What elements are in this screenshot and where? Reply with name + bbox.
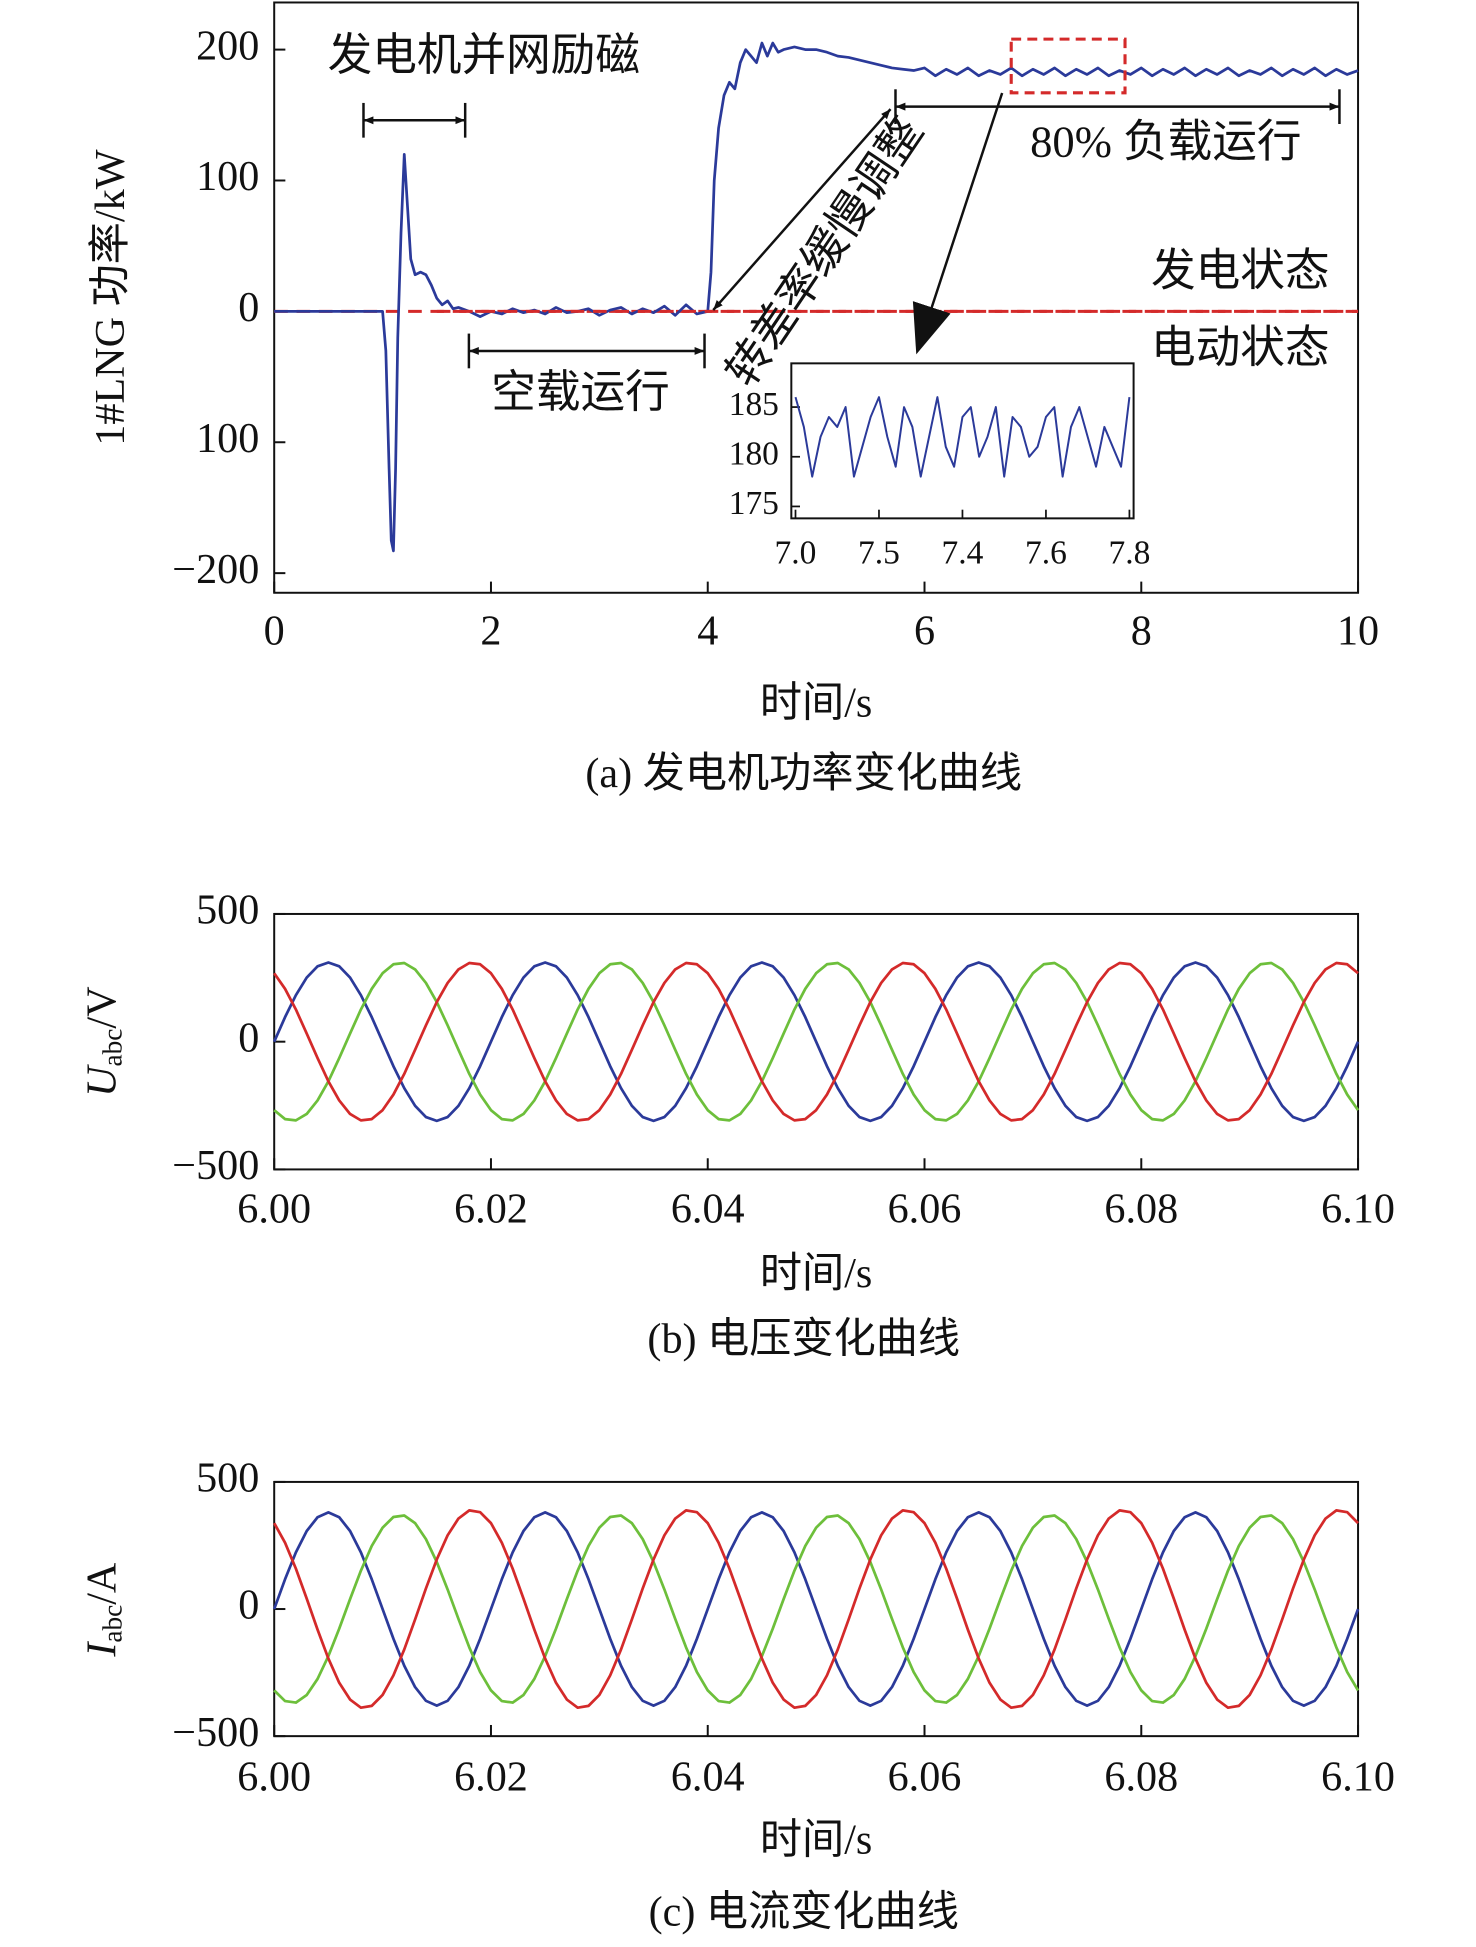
y-tick-label: 500 <box>196 1455 259 1502</box>
y-axis-subscript: abc <box>98 1029 128 1067</box>
y-axis-label: Uabc/V <box>78 986 128 1096</box>
inset-x-tick-label: 7.4 <box>942 534 984 571</box>
y-tick-label: 0 <box>238 1014 259 1061</box>
inset-x-tick-label: 7.0 <box>775 534 817 571</box>
inset-y-tick-label: 185 <box>729 386 779 423</box>
y-tick-label: 100 <box>196 153 259 200</box>
x-axis-label: 时间/s <box>760 1817 872 1864</box>
x-tick-label: 6.10 <box>1321 1185 1395 1232</box>
x-tick-label: 6.02 <box>454 1753 528 1800</box>
y-axis-label: 1#LNG 功率/kW <box>87 149 134 445</box>
y-tick-label: 500 <box>196 887 259 934</box>
annotation: 发电机并网励磁 <box>328 30 640 80</box>
y-tick-label: 200 <box>196 22 259 69</box>
inset-x-tick-label: 7.8 <box>1108 534 1150 571</box>
y-tick-label: −200 <box>172 546 259 593</box>
y-tick-label: 0 <box>238 1582 259 1629</box>
inset-y-tick-label: 175 <box>729 485 779 522</box>
caption: (c) 电流变化曲线 <box>649 1889 959 1936</box>
y-tick-label: 0 <box>238 284 259 331</box>
annotation-arrow <box>712 108 892 311</box>
inset-x-tick-label: 7.6 <box>1025 534 1067 571</box>
annotation: 电动状态 <box>1151 322 1330 372</box>
x-tick-label: 6.10 <box>1321 1753 1395 1800</box>
x-tick-label: 0 <box>264 608 285 655</box>
x-tick-label: 6.06 <box>888 1753 962 1800</box>
series-line <box>794 396 1131 478</box>
x-tick-label: 6.04 <box>671 1185 745 1232</box>
x-axis-label: 时间/s <box>760 1250 872 1297</box>
plot-frame <box>273 1 1360 594</box>
x-tick-label: 8 <box>1131 608 1152 655</box>
x-tick-label: 4 <box>697 608 718 655</box>
caption: (a) 发电机功率变化曲线 <box>585 750 1022 797</box>
y-axis-symbol: I <box>78 1641 125 1658</box>
x-tick-label: 6.08 <box>1104 1753 1178 1800</box>
inset-x-tick-label: 7.5 <box>858 534 900 571</box>
inset-frame <box>790 362 1135 520</box>
x-tick-label: 6.00 <box>237 1753 311 1800</box>
y-axis-label: Iabc/A <box>78 1562 128 1658</box>
y-axis-unit: /V <box>78 986 125 1028</box>
x-tick-label: 6.06 <box>888 1185 962 1232</box>
series-line <box>273 1509 1360 1710</box>
series-line <box>273 961 1359 1122</box>
x-tick-label: 6.08 <box>1104 1185 1178 1232</box>
y-axis-subscript: abc <box>98 1605 128 1643</box>
series-line <box>272 961 1360 1123</box>
series-line <box>273 961 1360 1122</box>
series-line <box>272 1511 1360 1708</box>
annotation: 空载运行 <box>491 367 670 417</box>
annotation: 发电状态 <box>1151 246 1330 296</box>
x-tick-label: 10 <box>1337 608 1379 655</box>
x-axis-label: 时间/s <box>760 680 872 727</box>
x-tick-label: 6.02 <box>454 1185 528 1232</box>
y-tick-label: 100 <box>196 415 259 462</box>
x-tick-label: 6 <box>914 608 935 655</box>
y-axis-unit: /A <box>78 1562 125 1605</box>
zoom-arrow <box>912 92 1004 355</box>
zoom-region <box>1009 37 1127 95</box>
x-tick-label: 6.00 <box>237 1185 311 1232</box>
x-tick-label: 6.04 <box>671 1753 745 1800</box>
y-axis-symbol: U <box>78 1064 125 1097</box>
y-tick-label: −500 <box>172 1709 259 1756</box>
series-line <box>274 41 1359 553</box>
x-tick-label: 2 <box>480 608 501 655</box>
caption: (b) 电压变化曲线 <box>647 1316 960 1363</box>
y-tick-label: −500 <box>172 1142 259 1189</box>
annotation: 80% 负载运行 <box>1030 117 1301 167</box>
inset-y-tick-label: 180 <box>729 435 779 472</box>
series-line <box>273 1514 1360 1704</box>
annotation: 转差率缓慢调整 <box>717 108 933 395</box>
